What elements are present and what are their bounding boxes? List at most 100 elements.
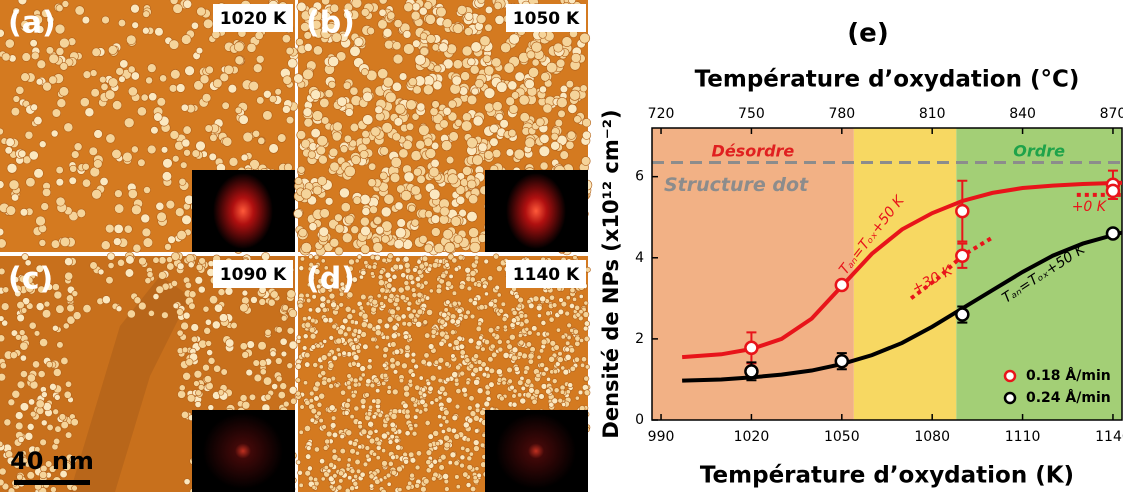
nanoparticle [520,385,526,392]
nanoparticle [546,376,551,382]
nanoparticle [583,335,590,342]
nanoparticle [531,398,538,405]
nanoparticle [569,287,576,294]
nanoparticle [559,384,566,391]
nanoparticle [48,53,59,64]
nanoparticle [423,137,433,147]
nanoparticle [114,189,123,198]
nanoparticle [304,321,312,329]
region [956,128,1122,420]
nanoparticle [208,152,217,161]
nanoparticle [424,295,431,301]
nanoparticle [374,254,381,262]
nanoparticle [489,137,499,147]
nanoparticle [39,338,49,347]
nanoparticle [175,207,185,217]
nanoparticle [392,41,402,51]
nanoparticle [451,290,458,296]
nanoparticle [410,372,416,378]
nanoparticle [321,307,328,313]
nanoparticle [321,424,327,430]
nanoparticle [339,433,345,440]
nanoparticle [403,280,410,286]
nanoparticle [388,293,395,300]
nanoparticle [565,80,574,89]
nanoparticle [453,234,463,244]
nanoparticle [304,292,310,298]
nanoparticle [1,482,10,491]
nanoparticle [433,64,442,73]
nanoparticle [367,264,373,270]
nanoparticle [492,298,498,304]
nanoparticle [441,415,447,421]
nanoparticle [573,356,580,363]
reference-label: Structure dot [664,174,809,196]
nanoparticle [552,368,559,375]
nanoparticle [162,158,173,169]
nanoparticle [420,387,427,393]
nanoparticle [64,271,74,281]
nanoparticle [524,78,535,90]
nanoparticle [168,39,180,50]
nanoparticle [511,401,518,408]
nanoparticle [330,301,337,309]
nanoparticle [107,262,115,269]
nanoparticle [335,337,343,345]
nanoparticle [441,140,453,152]
nanoparticle [309,326,316,334]
nanoparticle [16,301,25,310]
nanoparticle [360,8,370,17]
temp-box [213,260,293,288]
x2-tick-label: 870 [1100,106,1123,122]
nanoparticle [321,379,328,386]
nanoparticle [141,227,152,238]
nanoparticle [581,118,592,128]
nanoparticle [275,375,283,383]
nanoparticle [346,457,352,463]
nanoparticle [316,283,322,290]
nanoparticle [18,149,27,158]
nanoparticle [56,341,64,349]
nanoparticle [386,282,393,289]
nanoparticle [353,405,360,412]
nanoparticle [492,149,502,159]
nanoparticle [468,395,475,402]
nanoparticle [556,327,561,333]
nanoparticle [488,381,495,388]
nanoparticle [459,349,466,356]
nanoparticle [345,326,352,333]
nanoparticle [74,5,85,16]
nanoparticle [443,434,450,442]
nanoparticle [351,276,358,283]
nanoparticle [501,316,508,322]
nanoparticle [468,363,475,369]
nanoparticle [290,397,297,405]
nanoparticle [197,384,205,391]
data-point [955,307,970,322]
nanoparticle [554,118,563,128]
nanoparticle [539,85,547,94]
nanoparticle [106,252,116,261]
nanoparticle [249,159,260,170]
nanoparticle [33,446,41,453]
nanoparticle [318,364,324,370]
nanoparticle [475,339,483,347]
nanoparticle [376,318,383,325]
nanoparticle [181,34,192,45]
nanoparticle [54,23,66,35]
nanoparticle [329,3,340,13]
nanoparticle [410,351,417,358]
nanoparticle [328,462,335,468]
nanoparticle [342,81,352,90]
nanoparticle [367,420,374,428]
nanoparticle [511,346,519,354]
nanoparticle [25,284,35,293]
nanoparticle [16,380,26,389]
nanoparticle [38,140,47,149]
nanoparticle [258,359,267,367]
nanoparticle [380,206,392,218]
nanoparticle [413,363,419,370]
nanoparticle [188,290,197,299]
nanoparticle [349,139,357,148]
nanoparticle [379,146,389,156]
